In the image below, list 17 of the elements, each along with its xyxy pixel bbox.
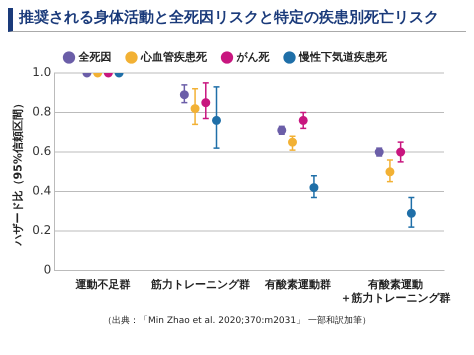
chart-title: 推奨される身体活動と全死因リスクと特定の疾患別死亡リスク: [8, 8, 466, 32]
y-axis-title: ハザード比（95%信頼区間）: [11, 98, 24, 246]
y-tick-label: 0: [44, 262, 52, 277]
x-tick-label: 有酸素運動群: [264, 278, 331, 292]
y-tick-label: 0.2: [32, 223, 52, 238]
legend-label: 心血管疾患死: [140, 50, 208, 64]
y-tick-label: 0.4: [32, 184, 52, 198]
legend-label: がん死: [236, 50, 270, 64]
y-tick-label: 0.8: [32, 104, 52, 119]
text: （出典：「Min Zhao et al. 2020;370:m2031」 一部和訳加筆）: [102, 314, 372, 327]
legend-label: 慢性下気道疾患死: [298, 50, 388, 64]
x-tick-label: 運動不足群: [74, 278, 130, 292]
legend-label: 全死因: [78, 50, 112, 64]
x-tick-label: 有酸素運動＋筋力トレーニング群: [340, 278, 450, 304]
y-tick-label: 0.6: [32, 144, 52, 158]
x-tick-label: 筋力トレーニング群: [150, 278, 250, 292]
y-tick-label: 1.0: [32, 65, 52, 80]
